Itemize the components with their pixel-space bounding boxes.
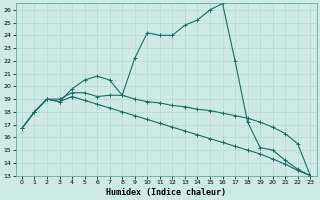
- X-axis label: Humidex (Indice chaleur): Humidex (Indice chaleur): [106, 188, 226, 197]
